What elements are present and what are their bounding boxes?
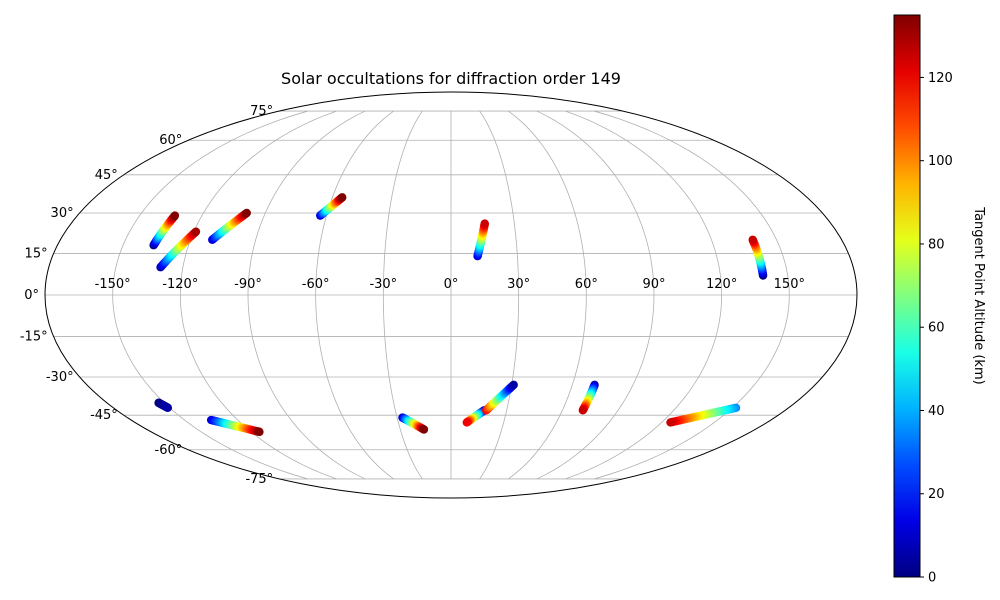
colorbar-tick-label: 60 xyxy=(928,321,945,336)
colorbar-tick-label: 40 xyxy=(928,404,945,419)
colorbar-tick-label: 20 xyxy=(928,487,945,502)
longitude-tick-label: 150° xyxy=(774,277,805,292)
data-layer xyxy=(149,193,768,437)
occultation-track xyxy=(208,208,251,244)
data-point xyxy=(255,427,264,437)
colorbar-gradient xyxy=(894,15,920,577)
longitude-tick-label: -150° xyxy=(95,277,131,292)
latitude-tick-label: -45° xyxy=(90,408,118,423)
latitude-labels: -75° -60° -45° -30° -15° 0° 15° 30° 45° 60° 75° xyxy=(20,104,273,487)
meridian-gridline xyxy=(594,110,790,480)
colorbar-tick-label: 0 xyxy=(928,571,936,586)
graticule xyxy=(45,110,857,480)
colorbar-tick-label: 80 xyxy=(928,237,945,252)
colorbar-ticks: 0 20 40 60 80 100 120 xyxy=(920,71,953,586)
meridian-gridline xyxy=(112,110,308,480)
longitude-tick-label: 0° xyxy=(444,277,459,292)
occultation-track xyxy=(316,193,347,220)
occultation-track xyxy=(462,406,489,427)
meridian-gridline xyxy=(247,110,366,480)
colorbar-label: Tangent Point Altitude (km) xyxy=(971,206,986,384)
longitude-tick-label: 60° xyxy=(575,277,598,292)
latitude-tick-label: 30° xyxy=(51,206,74,221)
data-point xyxy=(748,235,757,244)
latitude-tick-label: -75° xyxy=(245,472,273,487)
longitude-tick-label: 120° xyxy=(706,277,737,292)
latitude-tick-label: 45° xyxy=(95,168,118,183)
latitude-tick-label: 15° xyxy=(25,246,48,261)
meridian-gridline xyxy=(315,110,394,480)
data-point xyxy=(509,380,518,390)
occultation-track xyxy=(206,415,264,437)
chart-title: Solar occultations for diffraction order… xyxy=(281,69,621,88)
occultation-track xyxy=(149,211,180,250)
latitude-tick-label: 75° xyxy=(250,104,273,119)
occultation-track xyxy=(666,403,741,427)
data-point xyxy=(666,418,675,427)
occultation-track xyxy=(578,380,599,415)
longitude-tick-label: -30° xyxy=(369,277,397,292)
longitude-labels: -150° -120° -90° -60° -30° 0° 30° 60° 90° 120° 150… xyxy=(95,277,805,292)
longitude-tick-label: -90° xyxy=(234,277,262,292)
latitude-tick-label: -30° xyxy=(46,370,74,385)
data-point xyxy=(170,211,180,220)
map-boundary xyxy=(44,91,858,499)
meridian-gridline xyxy=(382,110,423,480)
colorbar-tick-label: 120 xyxy=(928,71,953,86)
meridian-gridline xyxy=(508,110,587,480)
latitude-tick-label: -60° xyxy=(155,443,183,458)
latitude-tick-label: -15° xyxy=(20,330,48,345)
occultation-track xyxy=(482,380,518,415)
data-point xyxy=(191,227,201,236)
occultation-track xyxy=(398,413,429,434)
data-point xyxy=(462,418,471,427)
longitude-tick-label: -60° xyxy=(302,277,330,292)
latitude-tick-label: 60° xyxy=(159,133,182,148)
occultation-track xyxy=(748,235,768,280)
data-point xyxy=(578,406,588,415)
data-point xyxy=(419,425,429,434)
colorbar: 0 20 40 60 80 100 120 Tangent Point Altitude (… xyxy=(893,14,986,586)
occultation-track xyxy=(473,219,489,261)
longitude-tick-label: 30° xyxy=(507,277,530,292)
longitude-tick-label: 90° xyxy=(642,277,665,292)
data-point xyxy=(242,208,251,218)
data-point xyxy=(338,193,347,202)
meridian-gridline xyxy=(565,110,723,480)
meridian-gridline xyxy=(536,110,655,480)
colorbar-frame xyxy=(893,14,921,578)
occultation-track xyxy=(156,227,201,272)
data-point xyxy=(163,403,173,412)
data-point xyxy=(480,219,489,228)
colorbar-tick-label: 100 xyxy=(928,154,953,169)
occultation-track xyxy=(154,398,173,412)
longitude-tick-label: -120° xyxy=(162,277,198,292)
latitude-tick-label: 0° xyxy=(24,288,39,303)
meridian-gridline xyxy=(479,110,520,480)
